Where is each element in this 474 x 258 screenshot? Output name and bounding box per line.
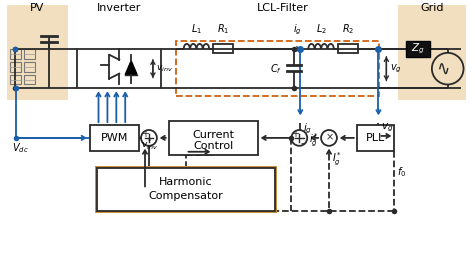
Text: Current: Current — [192, 130, 234, 140]
Text: PV: PV — [30, 3, 45, 13]
Bar — [169, 121, 258, 155]
Text: $Z_g$: $Z_g$ — [411, 42, 425, 56]
Bar — [176, 41, 380, 96]
Text: $f_0$: $f_0$ — [397, 166, 407, 179]
Text: $R_1$: $R_1$ — [217, 22, 229, 36]
Text: +: + — [292, 129, 300, 139]
Text: Grid: Grid — [420, 3, 444, 13]
Bar — [357, 125, 394, 151]
Text: +: + — [141, 129, 149, 139]
Text: $V_{dc}$: $V_{dc}$ — [12, 141, 29, 155]
Text: $R_2$: $R_2$ — [342, 22, 354, 36]
Text: $L_1$: $L_1$ — [191, 22, 202, 36]
Bar — [97, 168, 274, 211]
Bar — [24, 49, 35, 59]
Bar — [10, 49, 21, 59]
Bar — [213, 44, 233, 53]
Text: $v_g$: $v_g$ — [382, 122, 394, 134]
Text: $i_g^*$: $i_g^*$ — [309, 131, 319, 149]
Bar — [338, 44, 358, 53]
Text: Compensator: Compensator — [148, 191, 223, 201]
Circle shape — [292, 130, 307, 146]
Text: $L_2$: $L_2$ — [316, 22, 327, 36]
Bar — [7, 5, 68, 100]
Bar — [10, 62, 21, 72]
Text: $v_g$: $v_g$ — [390, 62, 402, 75]
Bar — [77, 49, 161, 88]
Text: $i_g$: $i_g$ — [303, 122, 312, 136]
Circle shape — [141, 130, 157, 146]
Text: LCL-Filter: LCL-Filter — [256, 3, 309, 13]
Circle shape — [321, 130, 337, 146]
Text: $\times$: $\times$ — [325, 132, 333, 143]
Text: PLL: PLL — [366, 133, 385, 143]
Bar — [10, 75, 21, 84]
Text: $v_{inv}^*$: $v_{inv}^*$ — [140, 137, 157, 152]
Text: $v_{inv}$: $v_{inv}$ — [156, 63, 173, 74]
Text: Inverter: Inverter — [97, 3, 141, 13]
Text: PWM: PWM — [100, 133, 128, 143]
Text: Harmonic: Harmonic — [159, 178, 212, 187]
Bar — [24, 75, 35, 84]
Bar — [406, 41, 430, 57]
Bar — [24, 62, 35, 72]
Text: $C_f$: $C_f$ — [271, 62, 283, 76]
Bar — [398, 5, 465, 100]
Text: -: - — [301, 138, 304, 148]
Bar — [90, 125, 139, 151]
Text: Control: Control — [193, 141, 233, 151]
Polygon shape — [125, 61, 137, 75]
Text: $i_g$: $i_g$ — [293, 23, 302, 37]
Text: $I_g^*$: $I_g^*$ — [332, 151, 342, 168]
Bar — [94, 166, 276, 213]
